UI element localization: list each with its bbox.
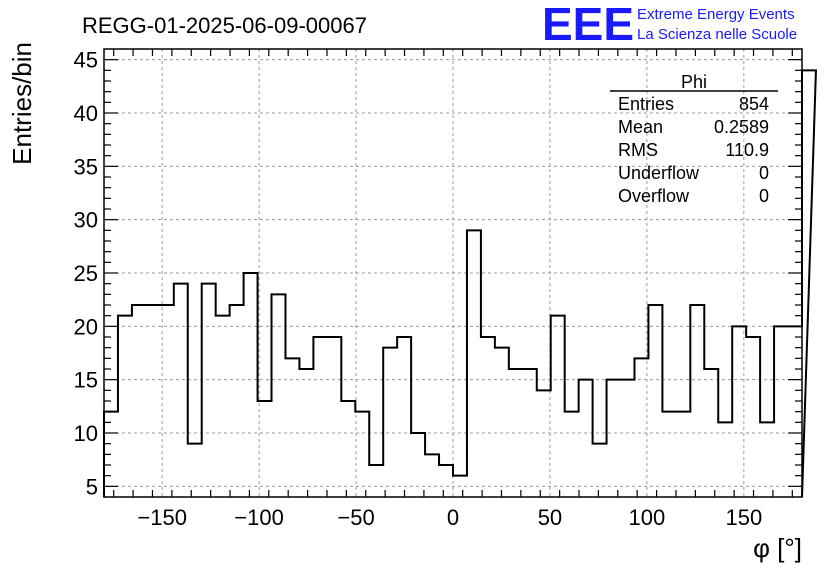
stats-value: 0 <box>759 186 769 206</box>
x-tick-label: 100 <box>629 505 666 530</box>
x-tick-label: 0 <box>447 505 459 530</box>
histogram-line <box>103 69 817 498</box>
y-tick-label: 15 <box>74 368 98 393</box>
chart-title: REGG-01-2025-06-09-00067 <box>82 13 367 38</box>
x-tick-labels: −150 −100 −50 0 50 100 150 <box>137 505 762 530</box>
y-tick-label: 20 <box>74 314 98 339</box>
x-tick-label: 150 <box>725 505 762 530</box>
stats-label: Mean <box>618 117 663 137</box>
grid-lines <box>104 49 802 497</box>
brand-line-2: La Scienza nelle Scuole <box>637 26 797 43</box>
y-axis-title: Entries/bin <box>7 42 37 165</box>
y-tick-label: 5 <box>86 474 98 499</box>
stats-label: Overflow <box>618 186 690 206</box>
stats-value: 0.2589 <box>714 117 769 137</box>
y-tick-labels: 5 10 15 20 25 30 35 40 45 <box>74 48 98 500</box>
stats-title: Phi <box>681 72 707 92</box>
x-axis-title: φ [°] <box>753 533 802 563</box>
x-tick-label: −100 <box>234 505 284 530</box>
stats-value: 0 <box>759 163 769 183</box>
stats-label: RMS <box>618 140 658 160</box>
y-tick-label: 10 <box>74 421 98 446</box>
eee-logo: EEE <box>542 0 634 50</box>
stats-label: Entries <box>618 94 674 114</box>
y-tick-label: 45 <box>74 48 98 73</box>
y-tick-label: 25 <box>74 261 98 286</box>
x-tick-label: −50 <box>337 505 374 530</box>
y-tick-label: 30 <box>74 208 98 233</box>
stats-value: 110.9 <box>725 140 769 160</box>
stats-label: Underflow <box>618 163 700 183</box>
y-tick-label: 35 <box>74 154 98 179</box>
x-tick-label: 50 <box>538 505 562 530</box>
y-tick-label: 40 <box>74 101 98 126</box>
stats-box: Phi Entries 854 Mean 0.2589 RMS 110.9 Underflo… <box>610 72 778 206</box>
stats-rows: Entries 854 Mean 0.2589 RMS 110.9 Underflow 0 Ov… <box>618 94 769 206</box>
brand-logo: EEE Extreme Energy Events La Scienza nel… <box>542 0 797 50</box>
stats-value: 854 <box>739 94 769 114</box>
axis-ticks <box>104 49 802 497</box>
x-tick-label: −150 <box>137 505 187 530</box>
brand-line-1: Extreme Energy Events <box>637 6 795 23</box>
